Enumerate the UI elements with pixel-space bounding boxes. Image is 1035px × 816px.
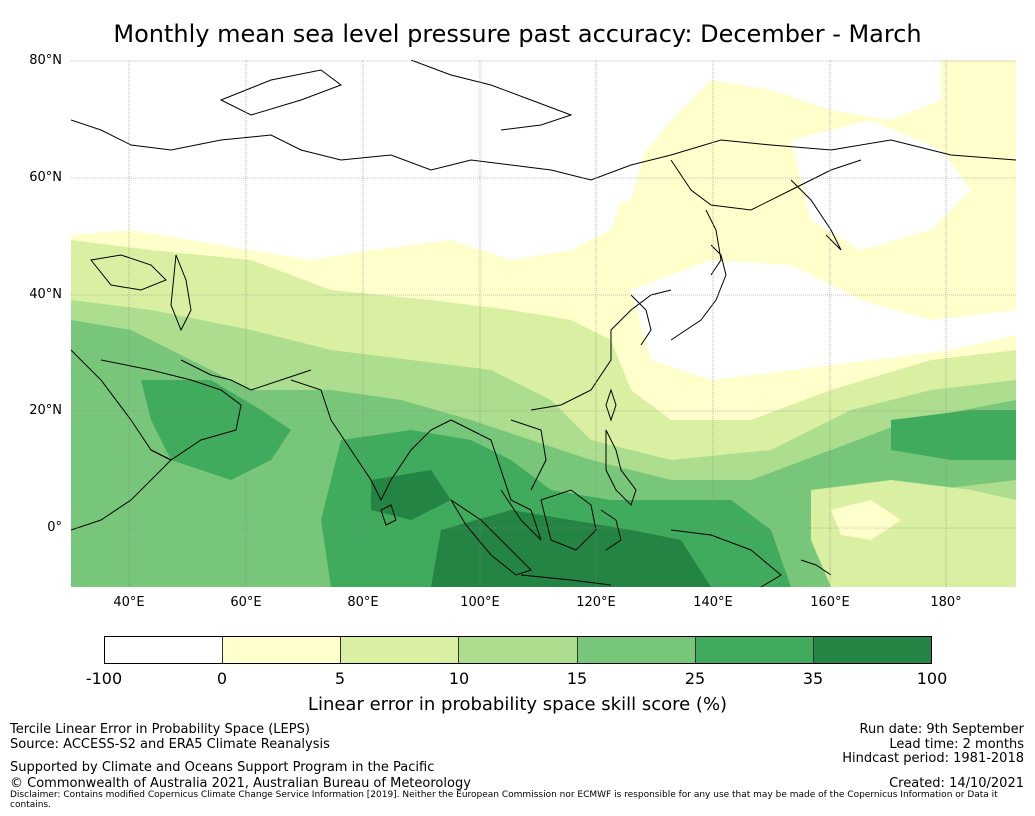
colorbar-segment-4 [459, 637, 578, 663]
lat-label-40n: 40°N [29, 287, 62, 302]
colorbar-segment-7 [813, 637, 931, 663]
lat-label-0: 0° [47, 520, 62, 535]
colorbar-segment-2 [223, 637, 342, 663]
colorbar [104, 636, 932, 664]
region-darkgreen [141, 380, 1016, 587]
lon-label-40e: 40°E [113, 595, 145, 610]
colorbar-segment-1 [105, 637, 224, 663]
region-darkestgreen [371, 470, 711, 587]
coast-philippines [605, 429, 637, 506]
coast-persian-gulf [180, 359, 312, 391]
colorbar-label: Linear error in probability space skill … [307, 694, 728, 715]
footer-created: Created: 14/10/2021 [889, 776, 1024, 791]
colorbar-segment-3 [341, 637, 460, 663]
coast-arctic [71, 119, 1016, 181]
colorbar-tick-1: -100 [85, 669, 123, 688]
region-green [71, 320, 1016, 587]
coast-sumatra [450, 499, 532, 576]
region-pacific-paler [831, 500, 901, 540]
region-siberia-white-2 [321, 100, 651, 220]
colorbar-tick-6: 25 [684, 669, 706, 688]
coast-taymyr [410, 60, 573, 131]
lon-label-80e: 80°E [347, 595, 379, 610]
skill-score-map [71, 60, 1016, 587]
footer-method: Tercile Linear Error in Probability Spac… [10, 722, 310, 737]
colorbar-segment-5 [577, 637, 696, 663]
footer-disclaimer: Disclaimer: Contains modified Copernicus… [10, 790, 998, 810]
coast-india [290, 379, 452, 502]
map-title: Monthly mean sea level pressure past acc… [113, 20, 922, 48]
coast-vietnam [510, 419, 547, 491]
coast-sri-lanka [380, 504, 397, 526]
lat-label-80n: 80°N [29, 53, 62, 68]
lon-label-120e: 120°E [576, 595, 616, 610]
coast-solomon [800, 559, 832, 576]
coast-africa [71, 459, 172, 531]
coast-taiwan [605, 388, 617, 422]
lat-label-20n: 20°N [29, 403, 62, 418]
coast-caspian [170, 254, 192, 332]
coast-korea [630, 294, 652, 346]
colorbar-tick-3: 5 [334, 669, 346, 688]
lon-label-180: 180° [930, 595, 962, 610]
colorbar-tick-7: 35 [802, 669, 824, 688]
coast-china [530, 289, 672, 411]
region-pacific-white [631, 260, 1016, 380]
colorbar-tick-4: 10 [448, 669, 470, 688]
coast-arabia [100, 359, 242, 461]
coast-kamchatka [790, 179, 842, 251]
lon-label-100e: 100°E [460, 595, 500, 610]
footer-run-date: Run date: 9th September [859, 722, 1024, 737]
coast-novaya-zemlya [219, 69, 343, 116]
lon-label-60e: 60°E [230, 595, 262, 610]
coast-sulawesi [600, 509, 622, 551]
footer-copyright: © Commonwealth of Australia 2021, Austra… [10, 776, 471, 791]
region-northeast-white [791, 120, 971, 250]
coast-sakhalin [705, 209, 722, 276]
footer-source: Source: ACCESS-S2 and ERA5 Climate Reana… [10, 737, 330, 752]
coast-okhotsk [670, 159, 862, 211]
coast-java [520, 574, 612, 586]
coast-japan [670, 244, 727, 341]
lon-label-160e: 160°E [810, 595, 850, 610]
footer-support: Supported by Climate and Oceans Support … [10, 760, 435, 775]
coast-new-guinea [670, 529, 782, 587]
coast-indochina [450, 419, 542, 541]
lon-label-140e: 140°E [693, 595, 733, 610]
map-canvas [71, 60, 1016, 587]
gridlines [71, 60, 1016, 587]
colorbar-segment-6 [695, 637, 814, 663]
footer-hindcast: Hindcast period: 1981-2018 [842, 751, 1024, 766]
colorbar-tick-5: 15 [566, 669, 588, 688]
footer-lead-time: Lead time: 2 months [889, 737, 1024, 752]
lat-label-60n: 60°N [29, 170, 62, 185]
colorbar-tick-2: 0 [216, 669, 228, 688]
colorbar-tick-8: 100 [916, 669, 948, 688]
coast-black-sea [90, 254, 167, 291]
